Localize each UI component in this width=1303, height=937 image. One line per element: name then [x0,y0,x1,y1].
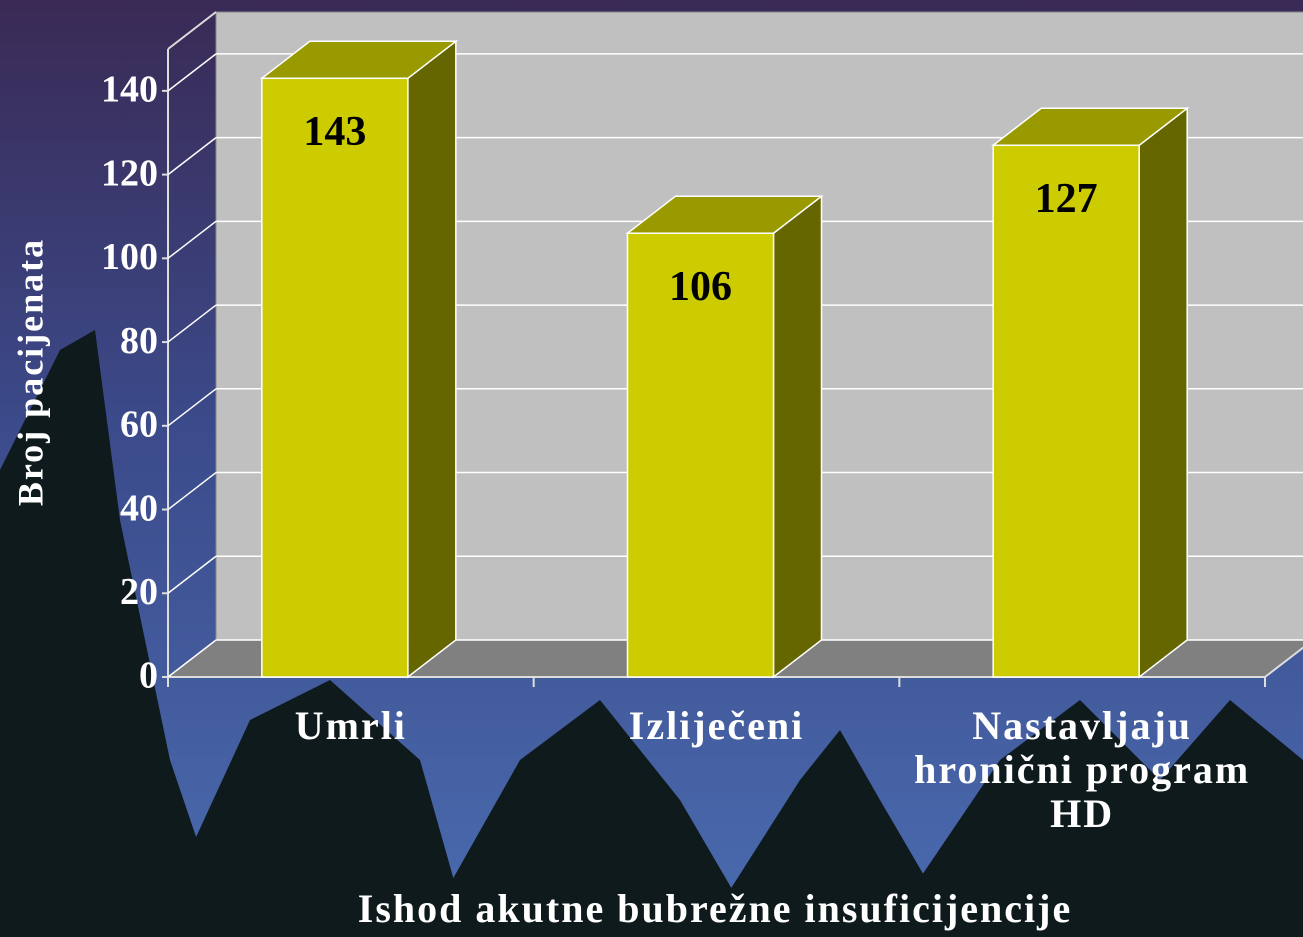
x-axis-title: Ishod akutne bubrežne insuficijencije [358,886,1072,931]
value-label: 127 [1035,176,1098,222]
trees [0,330,1303,937]
grid-line [167,471,217,511]
y-tick-label: 60 [120,404,158,446]
bar-side [407,39,457,679]
x-tick-label: Nastavljaju hronični program HD [914,703,1251,836]
grid-line [167,304,217,343]
y-tick-label: 0 [139,655,158,697]
bar-side [772,194,823,679]
grid-line [167,388,217,427]
value-label: 143 [303,109,366,155]
x-tick-label: Umrli [294,703,407,748]
y-tick-label: 140 [101,69,158,111]
grid-line [167,639,217,678]
y-axis-title: Broj pacijenata [10,238,50,506]
y-tick-label: 20 [120,571,158,613]
y-tick-label: 120 [101,152,158,194]
grid-line [167,220,217,259]
y-tick-label: 100 [101,236,158,278]
bar [261,77,409,678]
bar [992,144,1140,678]
y-tick-label: 80 [120,320,158,362]
grid-line [167,53,217,92]
x-tick-label: Izliječeni [628,703,805,748]
grid-line [167,555,217,594]
value-label: 106 [669,264,732,310]
y-tick-label: 40 [120,487,158,529]
wall-edge [167,11,217,50]
grid-line [167,137,217,176]
bar-side [1138,106,1188,679]
floor-edge [1264,646,1303,678]
bar [626,232,775,678]
